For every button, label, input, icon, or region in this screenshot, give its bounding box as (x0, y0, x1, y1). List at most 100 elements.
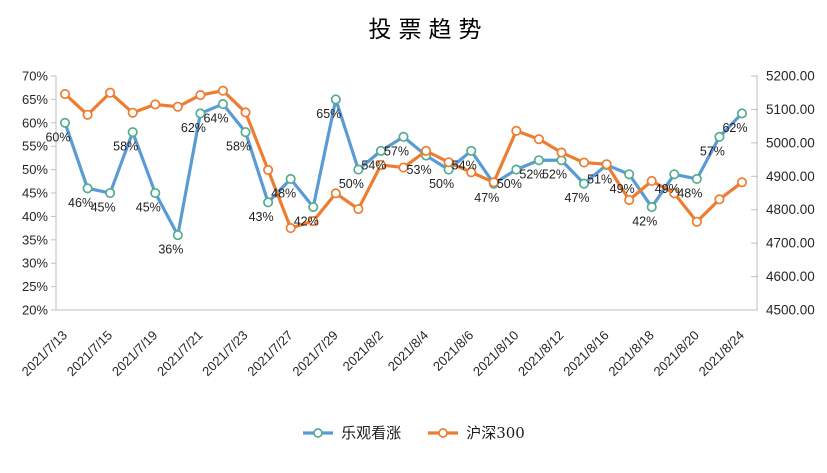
x-axis-date-label: 2021/8/12 (515, 328, 567, 380)
csi300-point-marker (398, 162, 409, 173)
chart-title: 投票趋势 (368, 17, 489, 43)
csi300-point-marker (421, 145, 432, 156)
x-axis-date-label: 2021/8/2 (340, 328, 386, 374)
csi300-point-marker (217, 85, 229, 96)
optimistic-point-marker (646, 201, 657, 213)
data-point-label: 52% (519, 168, 544, 182)
left-axis-tick-label: 30% (22, 256, 48, 271)
data-point-label: 53% (407, 163, 432, 177)
legend-item-optimistic[interactable]: 乐观看涨 (302, 422, 401, 443)
data-point-label: 58% (113, 140, 138, 154)
csi300-point-marker (669, 188, 680, 199)
x-axis-date-label: 2021/7/27 (244, 328, 296, 380)
csi300-point-marker (691, 216, 702, 227)
csi300-point-marker (556, 147, 567, 158)
optimistic-point-marker (466, 145, 477, 156)
optimistic-point-marker (263, 197, 274, 208)
x-axis-date-label: 2021/8/18 (605, 328, 657, 380)
data-point-label: 62% (181, 121, 206, 135)
legend-label-optimistic: 乐观看涨 (341, 424, 402, 442)
data-point-label: 50% (429, 177, 454, 191)
csi300-point-marker (308, 216, 319, 227)
x-axis-date-label: 2021/7/21 (154, 328, 206, 380)
left-axis-tick-label: 55% (22, 139, 48, 154)
optimistic-point-marker (285, 173, 296, 185)
optimistic-point-marker (691, 173, 702, 185)
data-point-label: 60% (45, 130, 70, 144)
optimistic-point-marker (375, 145, 386, 156)
optimistic-point-marker (330, 94, 341, 105)
data-point-label: 50% (497, 177, 522, 191)
data-point-label: 42% (632, 215, 657, 229)
x-axis-date-label: 2021/7/19 (109, 328, 161, 380)
data-point-label: 45% (136, 201, 161, 215)
optimistic-point-marker (195, 108, 206, 119)
csi300-point-marker (511, 125, 522, 136)
data-point-label: 48% (677, 186, 702, 200)
x-axis-date-label: 2021/8/16 (560, 328, 612, 380)
csi300-point-marker (195, 90, 206, 101)
right-axis-tick-label: 4600.00 (766, 269, 815, 284)
left-axis-tick-label: 25% (22, 279, 48, 294)
x-axis-date-label: 2021/8/10 (470, 328, 522, 380)
optimistic-point-marker (172, 230, 183, 241)
right-axis-tick-label: 4700.00 (766, 236, 815, 251)
csi300-point-marker (601, 159, 612, 170)
csi300-point-marker (59, 89, 71, 100)
optimistic-point-marker (624, 169, 635, 180)
optimistic-point-marker (240, 127, 251, 138)
csi300-point-marker (646, 175, 657, 187)
legend-swatch-optimistic (303, 427, 334, 438)
csi300-point-marker (330, 188, 341, 199)
optimistic-point-marker (398, 131, 409, 142)
x-axis-date-label: 2021/7/15 (64, 328, 116, 380)
x-axis-date-label: 2021/7/13 (19, 328, 71, 380)
right-axis-tick-label: 5100.00 (766, 102, 815, 117)
optimistic-point-marker (59, 117, 71, 128)
csi300-point-marker (466, 167, 477, 178)
optimistic-point-marker (714, 131, 725, 142)
right-axis-tick-label: 4900.00 (766, 169, 815, 184)
data-point-label: 48% (271, 186, 296, 200)
right-axis-tick-label: 5000.00 (766, 135, 815, 150)
data-point-label: 54% (452, 158, 477, 172)
legend-item-csi300[interactable]: 沪深300 (427, 422, 525, 443)
right-axis-tick-label: 4500.00 (766, 303, 815, 318)
csi300-line (63, 89, 744, 230)
optimistic-point-marker (511, 164, 522, 175)
left-axis-tick-label: 45% (22, 186, 48, 201)
chart-legend: 乐观看涨 沪深300 (0, 422, 827, 443)
data-point-label: 57% (700, 144, 725, 158)
x-axis-date-label: 2021/8/20 (650, 328, 702, 380)
data-point-label: 52% (542, 168, 567, 182)
left-axis-tick-label: 60% (22, 115, 48, 130)
data-point-label: 50% (339, 177, 364, 191)
optimistic-point-marker (533, 155, 544, 166)
optimistic-point-marker (217, 99, 229, 110)
optimistic-point-marker (669, 169, 680, 180)
data-point-label: 65% (316, 107, 341, 121)
x-axis-date-label: 2021/7/23 (199, 328, 251, 380)
optimistic-point-marker (353, 164, 364, 175)
data-point-label: 49% (655, 182, 680, 196)
data-point-label: 49% (610, 182, 635, 196)
csi300-point-marker (150, 99, 161, 110)
x-axis-date-label: 2021/7/29 (289, 328, 341, 380)
csi300-point-marker (82, 109, 93, 120)
csi300-point-marker (714, 194, 725, 205)
x-axis-date-label: 2021/8/4 (385, 328, 431, 374)
optimistic-point-marker (127, 127, 138, 138)
left-axis-tick-label: 50% (22, 162, 48, 177)
optimistic-point-marker (82, 183, 93, 194)
csi300-point-marker (375, 159, 386, 170)
csi300-point-marker (285, 223, 296, 234)
csi300-point-marker (736, 177, 748, 188)
csi300-point-marker (533, 134, 544, 145)
optimistic-point-marker (736, 108, 748, 119)
left-axis-tick-label: 65% (22, 92, 48, 107)
csi300-point-marker (353, 203, 364, 215)
optimistic-point-marker (578, 178, 590, 189)
legend-swatch-csi300 (428, 427, 459, 438)
